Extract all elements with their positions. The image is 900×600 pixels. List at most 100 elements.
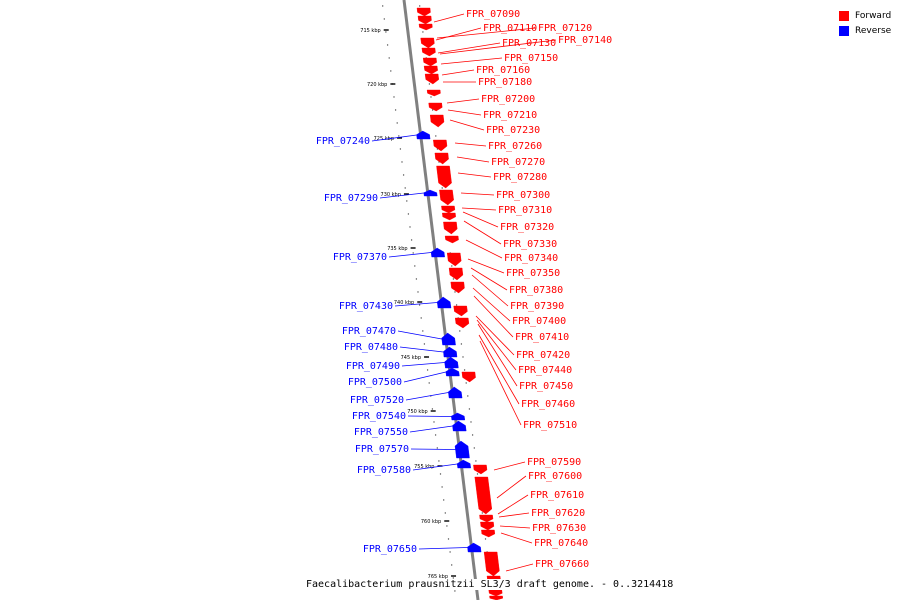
scale-label: 740 kbp — [394, 300, 414, 306]
reverse-gene-label: FPR_07570 — [355, 444, 409, 455]
reverse-gene-arrow — [441, 332, 456, 346]
forward-gene-leader — [437, 42, 501, 54]
reverse-gene-leader — [405, 392, 449, 401]
forward-guide-dot — [459, 330, 461, 332]
forward-gene-label: FPR_07300 — [496, 190, 550, 201]
forward-guide-dot — [454, 291, 456, 293]
forward-gene-arrow — [479, 514, 494, 523]
forward-gene-label: FPR_07380 — [509, 285, 563, 296]
forward-gene-leader — [479, 340, 522, 426]
forward-gene-label: FPR_07140 — [558, 35, 612, 46]
reverse-gene-leader — [401, 362, 445, 367]
forward-gene-leader — [454, 142, 487, 147]
forward-guide-dot — [455, 304, 458, 306]
forward-gene-arrow — [474, 476, 493, 515]
scale-label: 750 kbp — [407, 409, 427, 415]
forward-gene-leader — [473, 295, 514, 338]
forward-gene-arrow — [421, 47, 436, 57]
reverse-guide-dot — [406, 200, 408, 202]
reverse-gene-label: FPR_07430 — [339, 301, 393, 312]
reverse-guide-dot — [443, 499, 445, 501]
forward-gene-label: FPR_07350 — [506, 268, 560, 279]
forward-gene-label: FPR_07210 — [483, 110, 537, 121]
forward-gene-arrow — [441, 205, 456, 214]
forward-gene-label: FPR_07320 — [500, 222, 554, 233]
forward-gene-label: FPR_07230 — [486, 125, 540, 136]
reverse-guide-dot — [454, 590, 456, 592]
forward-gene-arrow — [442, 212, 456, 221]
forward-gene-label: FPR_07090 — [466, 9, 520, 20]
forward-gene-arrow — [422, 57, 437, 67]
forward-gene-arrow — [461, 371, 476, 383]
reverse-gene-label: FPR_07470 — [342, 326, 396, 337]
forward-gene-arrow — [448, 267, 464, 281]
forward-gene-leader — [449, 119, 485, 131]
forward-gene-label: FPR_07150 — [504, 53, 558, 64]
legend-item-reverse: Reverse — [839, 24, 891, 38]
reverse-gene-arrow — [436, 296, 452, 309]
forward-gene-label: FPR_07390 — [510, 301, 564, 312]
forward-gene-leader — [456, 156, 490, 163]
forward-guide-dot — [435, 135, 437, 137]
reverse-guide-dot — [423, 343, 426, 345]
forward-gene-arrow — [428, 102, 443, 112]
reverse-guide-dot — [428, 382, 430, 384]
reverse-gene-arrow — [448, 386, 463, 399]
reverse-gene-leader — [410, 448, 456, 450]
forward-gene-label: FPR_07600 — [528, 471, 582, 482]
reverse-guide-dot — [446, 525, 448, 527]
forward-gene-label: FPR_07200 — [481, 94, 535, 105]
reverse-gene-arrow — [451, 412, 466, 421]
forward-gene-label: FPR_07440 — [518, 365, 572, 376]
forward-gene-leader — [435, 27, 482, 41]
forward-guide-dot — [465, 382, 467, 384]
forward-guide-dot — [476, 473, 479, 475]
reverse-gene-arrow — [444, 356, 459, 369]
reverse-guide-dot — [444, 512, 446, 514]
forward-gene-label: FPR_07160 — [476, 65, 530, 76]
scale-ticks: 715 kbp 720 kbp 725 kbp 730 kbp 735 kbp 740 k… — [360, 28, 457, 580]
reverse-gene-leader — [418, 547, 468, 550]
reverse-gene-leader — [412, 463, 458, 471]
reverse-gene-arrow — [416, 130, 431, 140]
reverse-gene-arrow — [454, 440, 470, 459]
scale-label: 755 kbp — [414, 464, 434, 470]
forward-gene-arrow — [481, 529, 496, 538]
reverse-gene-leader — [409, 425, 453, 433]
forward-gene-arrow — [473, 464, 488, 475]
legend-label-forward: Forward — [855, 11, 892, 21]
forward-gene-label: FPR_07310 — [498, 205, 552, 216]
forward-gene-leader — [477, 323, 518, 387]
reverse-gene-arrow — [445, 367, 460, 377]
reverse-guide-dot — [422, 330, 424, 332]
reverse-guide-dot — [434, 434, 437, 436]
forward-guide-dot — [422, 31, 424, 33]
reverse-gene-leader — [379, 192, 424, 199]
forward-gene-label: FPR_07110 — [483, 23, 537, 34]
forward-gene-leader — [457, 172, 492, 178]
forward-gene-arrow — [434, 152, 449, 165]
reverse-gene-leader — [407, 415, 452, 417]
forward-gene-leader — [433, 13, 465, 23]
reverse-guide-dot — [393, 96, 395, 98]
reverse-guide-dot — [452, 577, 454, 579]
forward-gene-arrow — [416, 7, 431, 17]
forward-gene-label: FPR_07340 — [504, 253, 558, 264]
forward-gene-leader — [470, 267, 508, 291]
reverse-gene-leader — [403, 371, 446, 383]
forward-gene-label: FPR_07270 — [491, 157, 545, 168]
reverse-gene-arrow — [423, 189, 438, 197]
reverse-gene-label: FPR_07550 — [354, 427, 408, 438]
reverse-gene-leader — [399, 346, 444, 353]
reverse-gene-arrow — [452, 420, 467, 432]
forward-gene-leader — [440, 57, 503, 65]
reverse-guide-dot — [399, 148, 402, 150]
reverse-guide-dot — [409, 226, 411, 228]
reverse-gene-arrow — [467, 542, 482, 553]
forward-gene-label: FPR_07180 — [478, 77, 532, 88]
forward-guide-dot — [462, 356, 464, 358]
reverse-gene-label: FPR_07500 — [348, 377, 402, 388]
forward-gene-label: FPR_07590 — [527, 457, 581, 468]
forward-gene-label: FPR_07120 — [538, 23, 592, 34]
reverse-guide-dot — [390, 70, 392, 72]
